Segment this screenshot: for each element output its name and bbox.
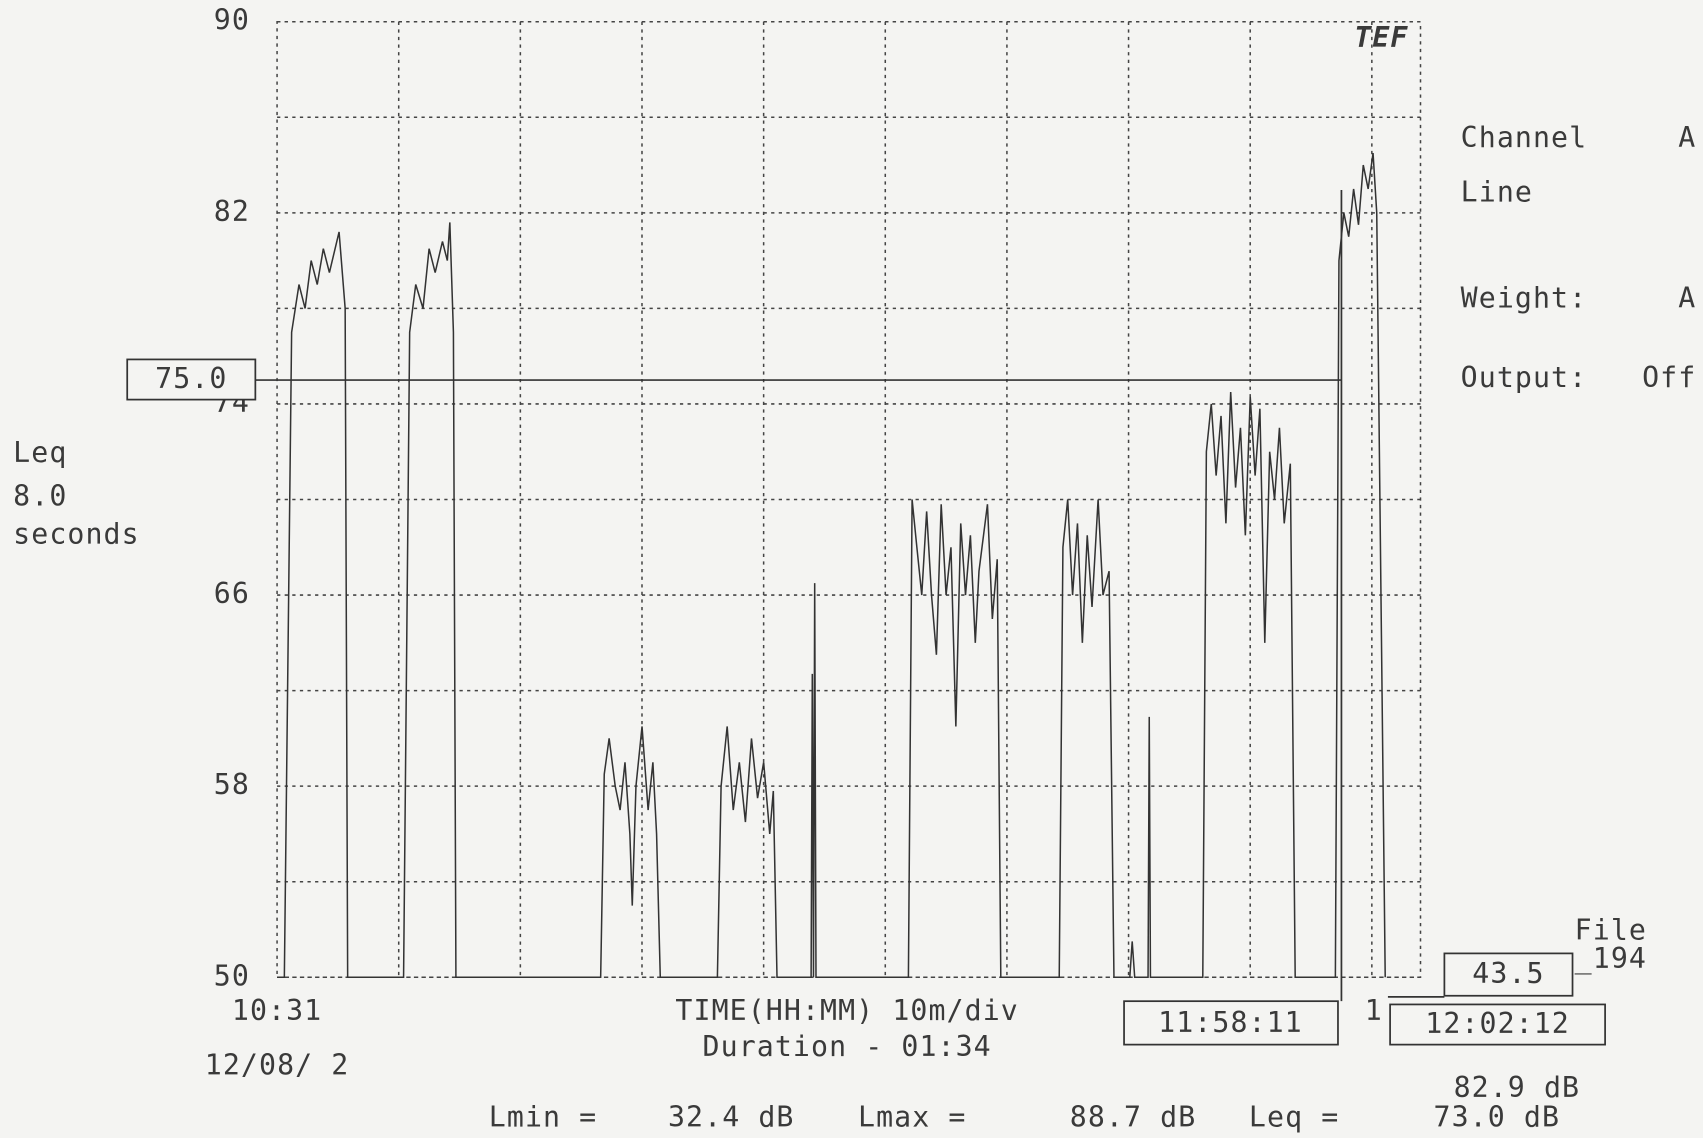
setting-name: Line <box>1461 175 1533 208</box>
y-label: 8.0 <box>13 479 67 512</box>
data-line <box>277 153 1386 979</box>
stat: 32.4 dB <box>668 1100 795 1133</box>
y-tick-label: 58 <box>214 768 250 801</box>
cursor-level: 43.5 <box>1472 957 1544 990</box>
file-name: _194 <box>1575 942 1647 976</box>
y-tick-label: 82 <box>214 195 250 228</box>
reference-box <box>126 358 257 401</box>
y-tick-label: 50 <box>214 959 250 992</box>
cursor-box <box>1389 1003 1606 1046</box>
level-box <box>1443 952 1574 997</box>
stat: Lmax = <box>858 1100 966 1133</box>
setting-value: Off <box>1642 361 1696 394</box>
y-tick-label: 90 <box>214 4 250 37</box>
logo: TEF <box>1354 21 1408 54</box>
setting-value: A <box>1678 282 1696 315</box>
stat: Lmin = <box>489 1100 597 1133</box>
cursor-time: 11:58:11 <box>1158 1006 1303 1039</box>
x-label: TIME(HH:MM) 10m/div <box>675 994 1018 1027</box>
cursor-level-2: 82.9 dB <box>1454 1071 1581 1104</box>
setting-name: Weight: <box>1461 282 1588 315</box>
stat: 73.0 dB <box>1434 1100 1561 1133</box>
duration: Duration - 01:34 <box>703 1030 992 1063</box>
cursor-box <box>1123 1000 1339 1046</box>
x-tick-label: 10:31 <box>232 994 322 1027</box>
setting-name: Channel <box>1461 121 1588 154</box>
cursor-index: 1 <box>1365 994 1383 1027</box>
stat: Leq = <box>1249 1100 1339 1133</box>
stat: 88.7 dB <box>1070 1100 1197 1133</box>
setting-value: A <box>1678 121 1696 154</box>
file-label: File <box>1575 914 1647 947</box>
y-label: seconds <box>13 517 140 550</box>
y-label: Leq <box>13 436 67 469</box>
reference-label: 75.0 <box>155 362 227 395</box>
y-tick-label: 66 <box>214 577 250 610</box>
date: 12/08/ 2 <box>205 1048 350 1081</box>
setting-name: Output: <box>1461 361 1588 394</box>
cursor-time: 12:02:12 <box>1425 1007 1570 1040</box>
